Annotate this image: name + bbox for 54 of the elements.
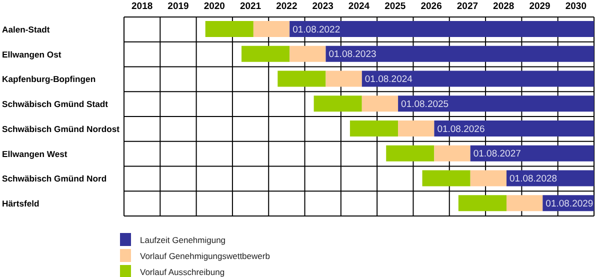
- data-label: 01.08.2028: [510, 174, 558, 185]
- x-tick-label: 2021: [240, 1, 262, 12]
- y-tick-label: Ellwangen Ost: [2, 49, 62, 60]
- bar: [398, 96, 594, 112]
- bar: [362, 96, 398, 112]
- bar: [253, 21, 290, 37]
- data-label: 01.08.2023: [328, 49, 376, 60]
- bar: [314, 96, 362, 112]
- y-tick-label: Kapfenburg-Bopfingen: [2, 74, 96, 84]
- bar: [350, 120, 398, 136]
- data-label: 01.08.2029: [546, 198, 594, 210]
- bar: [362, 70, 594, 87]
- x-tick-label: 2030: [565, 1, 586, 12]
- y-tick-label: Schwäbisch Gmünd Nord: [2, 174, 107, 184]
- data-label: 01.08.2024: [364, 74, 412, 86]
- bar: [326, 46, 594, 62]
- x-tick-label: 2018: [132, 1, 153, 12]
- bar: [458, 195, 507, 212]
- legend-label: Laufzeit Genehmigung: [140, 234, 226, 245]
- data-label: 01.08.2026: [437, 124, 485, 135]
- bar: [470, 170, 507, 186]
- x-tick-label: 2019: [168, 1, 189, 12]
- bar: [205, 21, 254, 37]
- bar: [470, 145, 594, 162]
- bar: [278, 70, 326, 87]
- y-tick-label: Aalen-Stadt: [2, 24, 50, 34]
- data-label: 01.08.2025: [401, 98, 449, 110]
- x-tick-label: 2020: [204, 1, 225, 12]
- y-tick-label: Schwäbisch Gmünd Nordost: [2, 124, 120, 134]
- x-tick-label: 2022: [276, 1, 298, 12]
- bar: [290, 46, 326, 62]
- x-tick-label: 2026: [420, 1, 442, 12]
- x-tick-label: 2023: [312, 1, 334, 12]
- bar: [422, 170, 470, 186]
- bar: [290, 21, 594, 37]
- x-tick-label: 2025: [384, 1, 406, 12]
- data-label: 01.08.2022: [292, 24, 340, 36]
- x-tick-label: 2024: [348, 1, 370, 12]
- x-tick-label: 2029: [529, 1, 550, 12]
- bar: [506, 195, 543, 212]
- y-tick-label: Ellwangen West: [2, 148, 68, 159]
- y-tick-label: Schwäbisch Gmünd Stadt: [2, 99, 108, 110]
- bar: [434, 120, 594, 136]
- bar: [398, 120, 434, 136]
- bar: [434, 145, 470, 162]
- legend-label: Vorlauf Ausschreibung: [140, 266, 225, 277]
- bar: [326, 70, 362, 87]
- bar: [386, 145, 434, 162]
- data-label: 01.08.2027: [473, 148, 521, 160]
- bar: [242, 46, 290, 62]
- x-tick-label: 2028: [493, 1, 514, 12]
- x-tick-label: 2027: [456, 1, 478, 12]
- legend-label: Vorlauf Genehmigungswettbewerb: [140, 250, 270, 261]
- y-tick-label: Härtsfeld: [2, 198, 40, 209]
